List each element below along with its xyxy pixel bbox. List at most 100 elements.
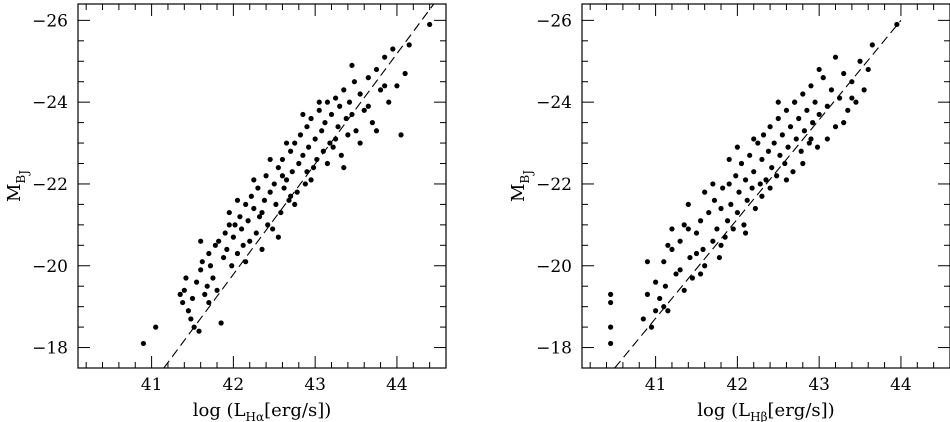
- data-point: [251, 177, 257, 183]
- y-tick-label: −20: [32, 257, 68, 277]
- data-point: [406, 42, 412, 48]
- data-point: [677, 267, 683, 273]
- data-point: [245, 218, 251, 224]
- data-point: [760, 132, 767, 138]
- data-point: [193, 279, 200, 285]
- data-point: [253, 230, 259, 236]
- data-point: [300, 111, 306, 118]
- data-point: [234, 197, 241, 203]
- data-point: [229, 263, 235, 269]
- data-point: [349, 62, 355, 68]
- data-point: [841, 70, 847, 77]
- data-point: [304, 169, 310, 175]
- data-point: [248, 193, 254, 199]
- data-point: [800, 91, 806, 97]
- data-point: [310, 164, 317, 171]
- data-point: [661, 259, 667, 265]
- data-point: [278, 209, 284, 216]
- data-point: [669, 226, 675, 232]
- data-point: [324, 160, 331, 167]
- data-point: [828, 87, 835, 93]
- y-axis-label: MBJ: [508, 170, 535, 202]
- data-points: [140, 21, 433, 347]
- data-point: [747, 152, 753, 158]
- x-tick-label: 43: [304, 375, 326, 395]
- data-point: [328, 111, 335, 118]
- data-point: [218, 320, 224, 326]
- data-point: [832, 54, 839, 60]
- data-point: [782, 160, 788, 167]
- data-point: [234, 250, 241, 257]
- data-point: [279, 173, 286, 179]
- data-point: [792, 99, 798, 105]
- data-point: [718, 205, 724, 212]
- data-point: [706, 209, 712, 216]
- data-point: [357, 91, 363, 97]
- data-point: [390, 46, 396, 52]
- data-point: [294, 189, 300, 195]
- data-point: [662, 283, 669, 289]
- data-point: [661, 304, 667, 310]
- data-point: [365, 103, 371, 109]
- data-point: [202, 291, 208, 297]
- data-point: [749, 185, 755, 191]
- data-point: [765, 148, 772, 154]
- data-point: [300, 152, 306, 158]
- data-point: [700, 246, 706, 252]
- data-point: [427, 21, 433, 28]
- data-point: [693, 230, 700, 236]
- data-point: [640, 316, 646, 322]
- data-point: [330, 144, 336, 150]
- data-point: [333, 136, 339, 142]
- data-point: [275, 164, 281, 171]
- data-point: [808, 83, 814, 89]
- data-point: [816, 111, 822, 118]
- data-point: [240, 242, 246, 248]
- data-point: [281, 185, 287, 191]
- data-point: [800, 160, 806, 167]
- data-point: [337, 103, 343, 109]
- data-point: [292, 201, 298, 208]
- data-point: [608, 324, 614, 330]
- data-point: [845, 107, 851, 113]
- fit-line: [163, 4, 435, 368]
- data-point: [297, 132, 304, 138]
- data-point: [243, 201, 249, 208]
- data-point: [373, 66, 380, 73]
- data-point: [736, 189, 742, 195]
- x-tick-label: 42: [727, 375, 749, 395]
- data-point: [814, 144, 821, 150]
- data-point: [270, 226, 276, 232]
- data-point: [232, 222, 238, 228]
- data-point: [226, 209, 232, 216]
- data-point: [769, 164, 775, 171]
- data-point: [382, 83, 388, 89]
- data-point: [841, 120, 847, 126]
- data-point: [751, 169, 757, 175]
- x-axis-label: log (LHβ[erg/s]): [697, 400, 834, 422]
- fit-line: [614, 20, 902, 368]
- data-point: [394, 83, 400, 89]
- data-point: [697, 218, 704, 224]
- data-point: [386, 99, 392, 105]
- data-point: [808, 136, 814, 142]
- data-point: [210, 275, 216, 281]
- data-point: [341, 164, 347, 171]
- data-point: [669, 246, 675, 252]
- data-point: [263, 173, 269, 179]
- data-point: [673, 271, 679, 277]
- data-point: [180, 299, 186, 306]
- data-point: [398, 132, 404, 138]
- data-point: [226, 222, 232, 228]
- data-point: [191, 324, 197, 330]
- data-point: [726, 181, 732, 187]
- data-point: [741, 222, 747, 228]
- data-point: [255, 185, 261, 191]
- data-point: [816, 66, 822, 73]
- x-tick-label: 41: [645, 375, 667, 395]
- data-point: [341, 87, 347, 93]
- data-point: [853, 99, 859, 105]
- y-tick-label: −26: [536, 11, 572, 31]
- x-tick-label: 43: [808, 375, 830, 395]
